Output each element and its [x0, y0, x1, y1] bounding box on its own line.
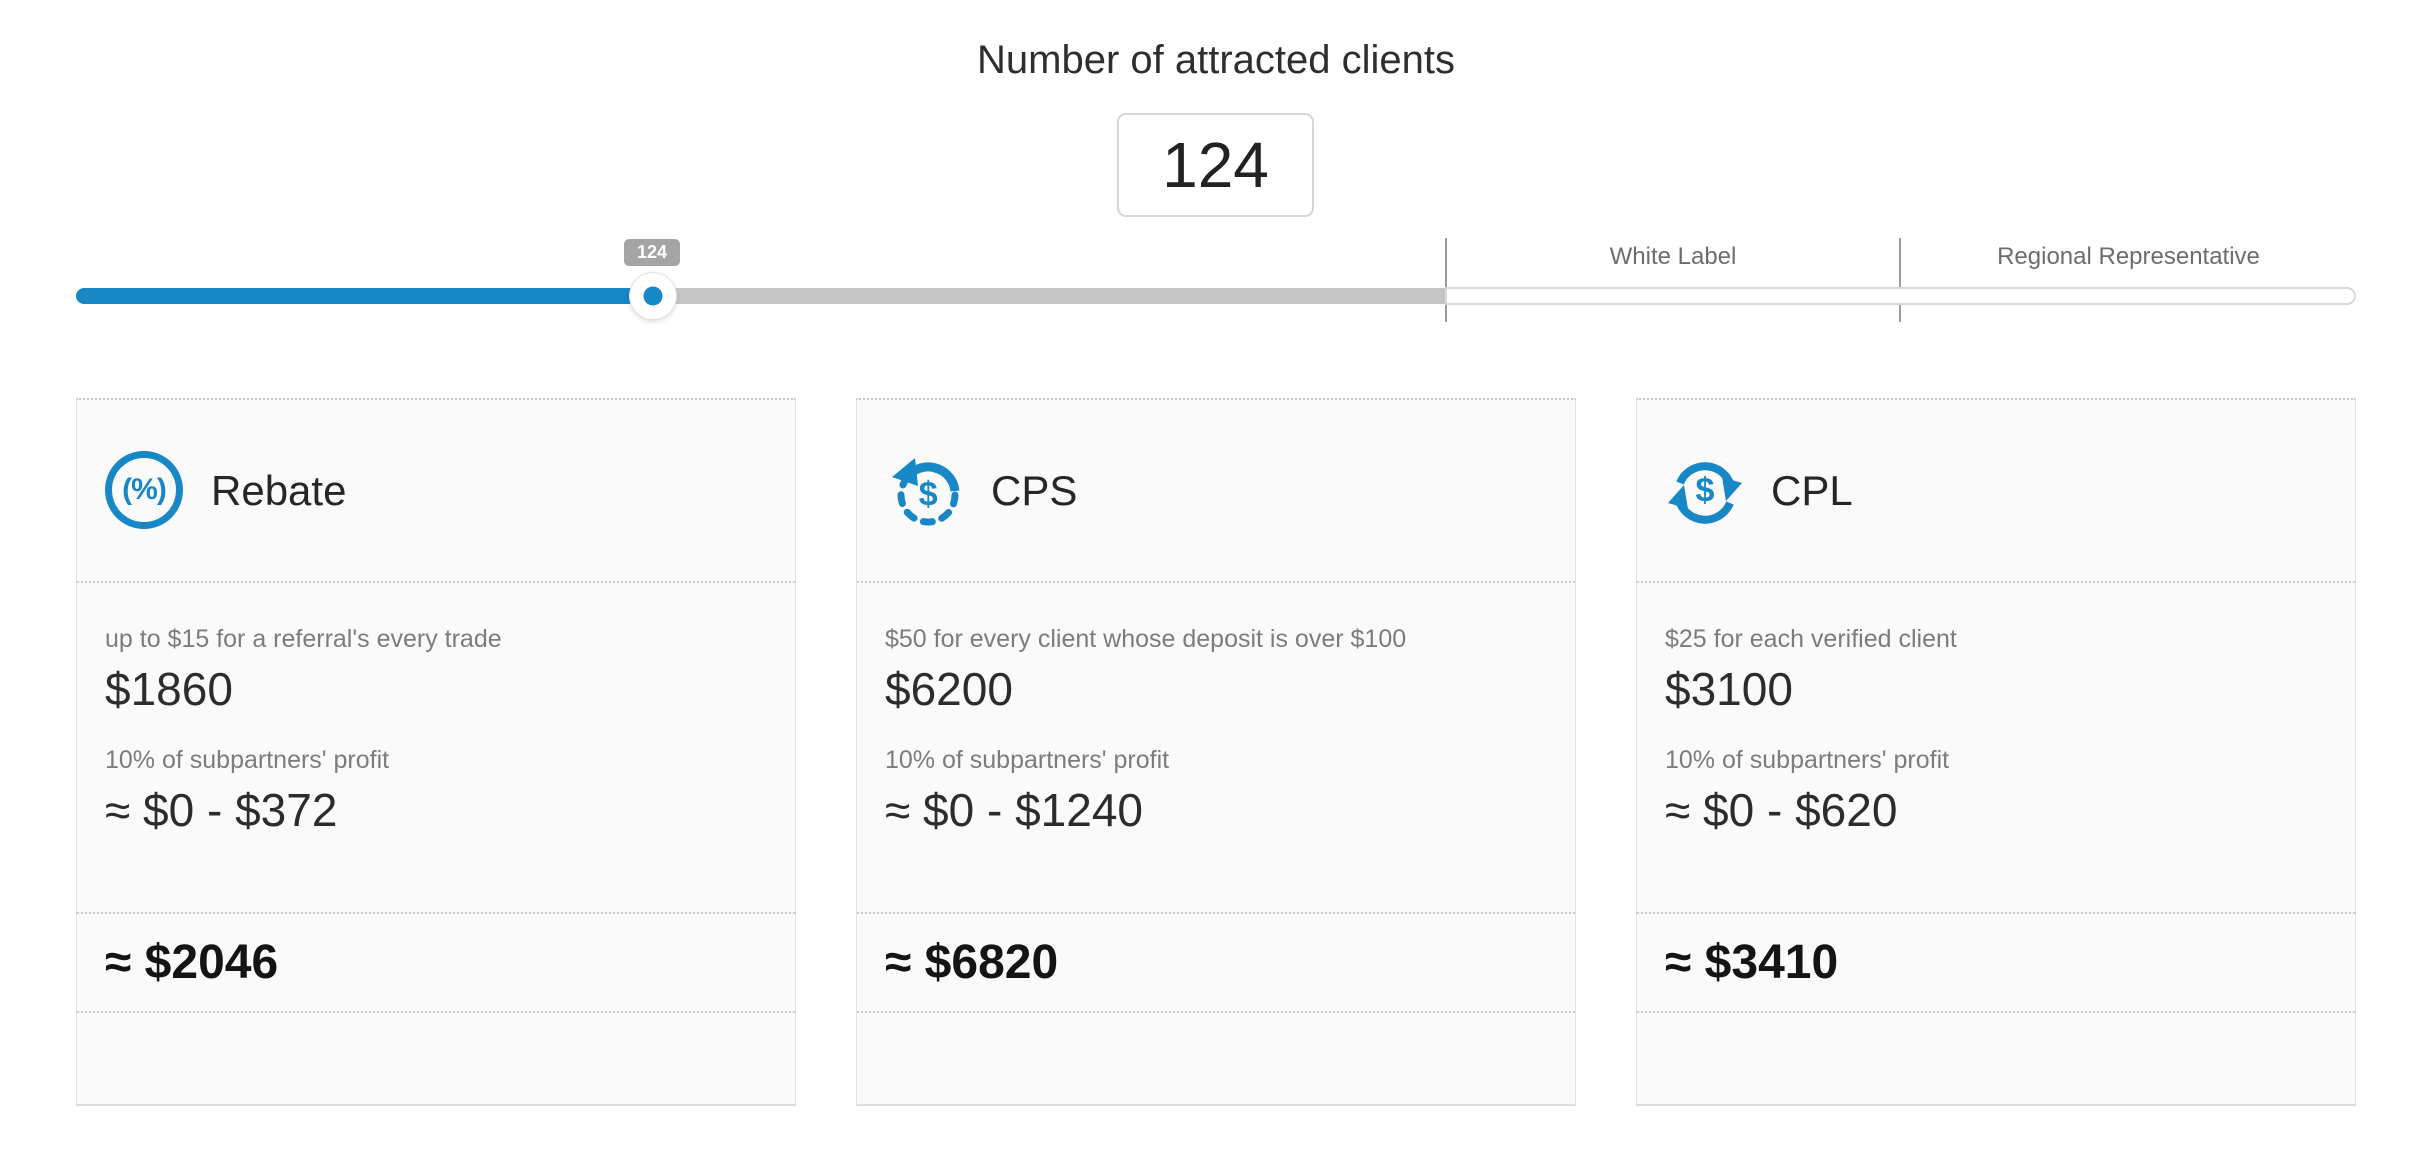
card-total-value: ≈ $6820 [857, 914, 1575, 1013]
cps-card: $ CPS $50 for every client whose deposit… [856, 398, 1576, 1106]
earning-value: $6200 [885, 663, 1013, 715]
clients-slider: White Label Regional Representative 124 [0, 0, 2432, 340]
slider-track-filled[interactable] [76, 288, 653, 304]
rebate-card-body: up to $15 for a referral's every trade $… [77, 583, 795, 914]
earning-desc: 10% of subpartners' profit [885, 746, 1170, 774]
rebate-card-header: (%) Rebate [77, 400, 795, 583]
slider-handle-dot [643, 286, 663, 306]
earning-value: ≈ $0 - $620 [1665, 784, 1898, 836]
page-title: Number of attracted clients [977, 38, 1455, 82]
cpl-card-body: $25 for each verified client $3100 10% o… [1637, 583, 2355, 914]
earning-value: ≈ $0 - $1240 [885, 784, 1143, 836]
percent-circle-icon: (%) [105, 450, 185, 531]
card-title: CPS [991, 466, 1078, 514]
slider-zone-divider [1445, 238, 1447, 322]
earning-desc: 10% of subpartners' profit [1665, 746, 1950, 774]
slider-zone-label-white-label: White Label [1609, 243, 1737, 270]
earning-value: ≈ $0 - $372 [105, 784, 338, 836]
card-footer [77, 1013, 795, 1102]
cpl-card-header: $ CPL [1637, 400, 2355, 583]
dollar-glyph: $ [1695, 471, 1715, 509]
percent-glyph: (%) [122, 472, 167, 506]
rebate-card: (%) Rebate up to $15 for a referral's ev… [76, 398, 796, 1106]
dollar-refresh-icon: $ [1665, 451, 1745, 531]
card-footer [857, 1013, 1575, 1102]
slider-zone-divider [1899, 238, 1901, 322]
dollar-return-arrow-icon: $ [885, 451, 965, 531]
earning-desc: up to $15 for a referral's every trade [105, 625, 502, 653]
card-footer [1637, 1013, 2355, 1102]
cps-card-header: $ CPS [857, 400, 1575, 583]
earning-desc: $50 for every client whose deposit is ov… [885, 625, 1407, 653]
earning-value: $3100 [1665, 663, 1793, 715]
card-total-value: ≈ $2046 [77, 914, 795, 1013]
card-title: Rebate [211, 466, 347, 514]
clients-count-input[interactable] [1117, 113, 1314, 217]
cps-card-body: $50 for every client whose deposit is ov… [857, 583, 1575, 914]
earning-desc: $25 for each verified client [1665, 625, 1957, 653]
earning-desc: 10% of subpartners' profit [105, 746, 390, 774]
slider-track-unfilled[interactable] [653, 288, 1445, 304]
slider-handle[interactable] [630, 273, 676, 319]
earning-value: $1860 [105, 663, 233, 715]
dollar-glyph: $ [918, 475, 938, 513]
card-total-value: ≈ $3410 [1637, 914, 2355, 1013]
slider-track-zones[interactable] [1445, 287, 2356, 305]
cpl-card: $ CPL $25 for each verified client $3100… [1636, 398, 2356, 1106]
card-title: CPL [1771, 466, 1853, 514]
slider-value-tooltip: 124 [624, 239, 680, 266]
slider-zone-label-regional-representative: Regional Representative [1997, 243, 2260, 270]
